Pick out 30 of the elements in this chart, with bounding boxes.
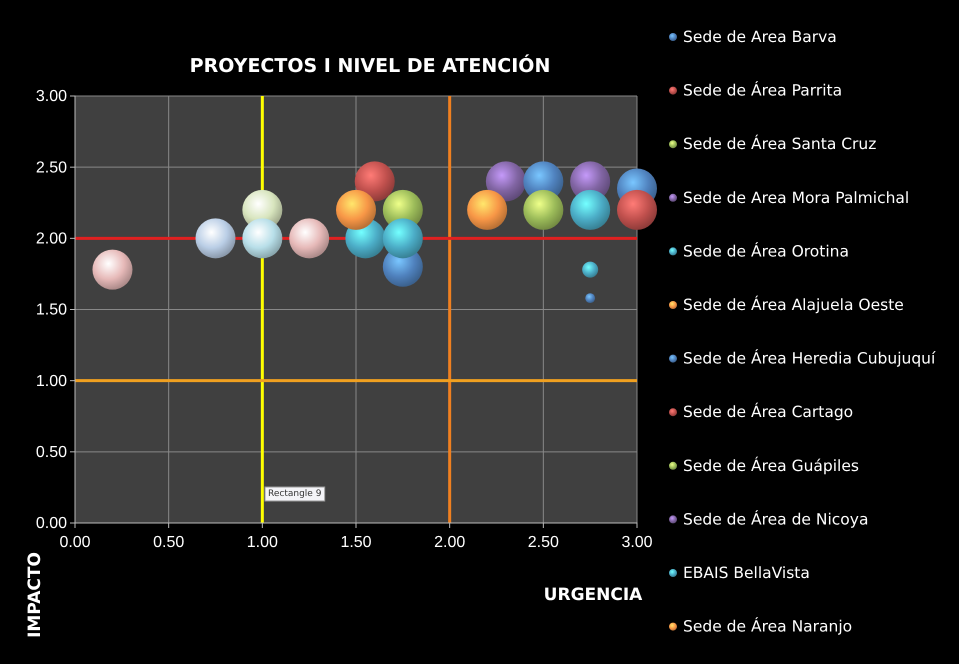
x-tick-label: 2.00: [434, 534, 466, 551]
x-tick-label: 1.50: [340, 534, 372, 551]
legend-label: Sede de Area Barva: [683, 28, 837, 46]
y-tick-label: 2.00: [36, 230, 68, 248]
x-axis-title: URGENCIA: [544, 585, 644, 605]
legend-label: EBAIS BellaVista: [683, 564, 810, 582]
legend-label: Sede de Área Guápiles: [683, 456, 859, 475]
legend-label: Sede de Área Orotina: [683, 241, 849, 260]
x-tick-label: 2.50: [528, 534, 560, 551]
legend-label: Sede de Area Mora Palmichal: [683, 188, 910, 207]
x-tick-label: 0.00: [59, 534, 91, 551]
legend-label: Sede de Área Naranjo: [683, 616, 852, 636]
legend-label: Sede de Área de Nicoya: [683, 509, 868, 528]
y-tick-label: 0.50: [36, 444, 68, 461]
y-tick-label: 0.00: [36, 515, 68, 532]
y-tick-label: 1.50: [36, 302, 68, 319]
y-tick-label: 1.00: [36, 372, 68, 390]
chart-title: PROYECTOS I NIVEL DE ATENCIÓN: [190, 54, 550, 77]
x-tick-label: 0.50: [153, 534, 184, 551]
legend-label: Sede de Área Alajuela Oeste: [683, 295, 904, 314]
legend-label: Sede de Área Cartago: [683, 402, 854, 422]
annotation: Rectangle 9: [268, 489, 322, 499]
legend-label: Sede de Área Heredia Cubujuquí: [683, 348, 936, 368]
legend-label: Sede de Área Santa Cruz: [683, 134, 876, 154]
y-axis-title: IMPACTO: [25, 552, 45, 638]
legend-label: Sede de Área Parrita: [683, 80, 842, 100]
y-tick-label: 3.00: [36, 88, 68, 106]
x-tick-label: 3.00: [621, 534, 653, 551]
x-tick-label: 1.00: [246, 534, 278, 551]
y-tick-label: 2.50: [36, 159, 68, 176]
